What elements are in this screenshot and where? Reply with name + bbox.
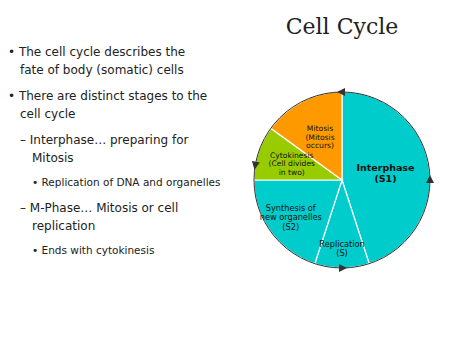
text-panel: • The cell cycle describes the fate of bo… [8, 45, 221, 256]
cycle-arrow [339, 264, 347, 272]
slice-label: Replication(S) [319, 239, 364, 258]
pie [254, 92, 430, 268]
slice-label-line: Interphase [356, 162, 414, 173]
annotation: fate of body (somatic) cells [20, 63, 184, 77]
slice-label: Mitosis(Mitosisoccurs) [305, 124, 334, 150]
slice-label-line: (S2) [282, 222, 299, 232]
slice-label-line: occurs) [306, 141, 334, 150]
pie-labels: Interphase(S1) Replication(S) Synthesis of… [260, 124, 415, 258]
cycle-arrow [252, 161, 260, 170]
pie-slice [254, 180, 342, 264]
slice-label: Interphase(S1) [356, 162, 414, 184]
slice-label: Cytokinesis(Cell dividesin two) [269, 151, 316, 177]
slice-label-line: in two) [279, 168, 305, 177]
annotation: • Replication of DNA and organelles [32, 176, 221, 188]
annotation: – Interphase… preparing for [20, 133, 189, 147]
annotation: • The cell cycle describes the [8, 45, 185, 59]
slice-label-line: Mitosis [307, 124, 333, 133]
annotation: cell cycle [20, 107, 75, 121]
annotation: • Ends with cytokinesis [32, 244, 154, 256]
slice-label-line: (S1) [374, 173, 396, 184]
title: Cell Cycle [286, 14, 399, 39]
cycle-arrow [426, 175, 434, 183]
annotation: – M-Phase… Mitosis or cell [20, 201, 178, 215]
annotation: Mitosis [32, 151, 74, 165]
slice-label-line: (S) [336, 248, 348, 258]
slice-label: Synthesis ofnew organelles(S2) [260, 203, 322, 232]
slice-label-line: (Mitosis [305, 133, 334, 142]
slice-label-line: Cytokinesis [270, 151, 313, 160]
slice-label-line: (Cell divides [269, 159, 316, 168]
annotation: replication [32, 219, 95, 233]
cycle-ring [254, 92, 430, 268]
chart: Cell Cycle • The cell cycle describes the… [0, 0, 450, 338]
cycle-arrow [337, 88, 345, 96]
annotation: • There are distinct stages to the [8, 89, 207, 103]
